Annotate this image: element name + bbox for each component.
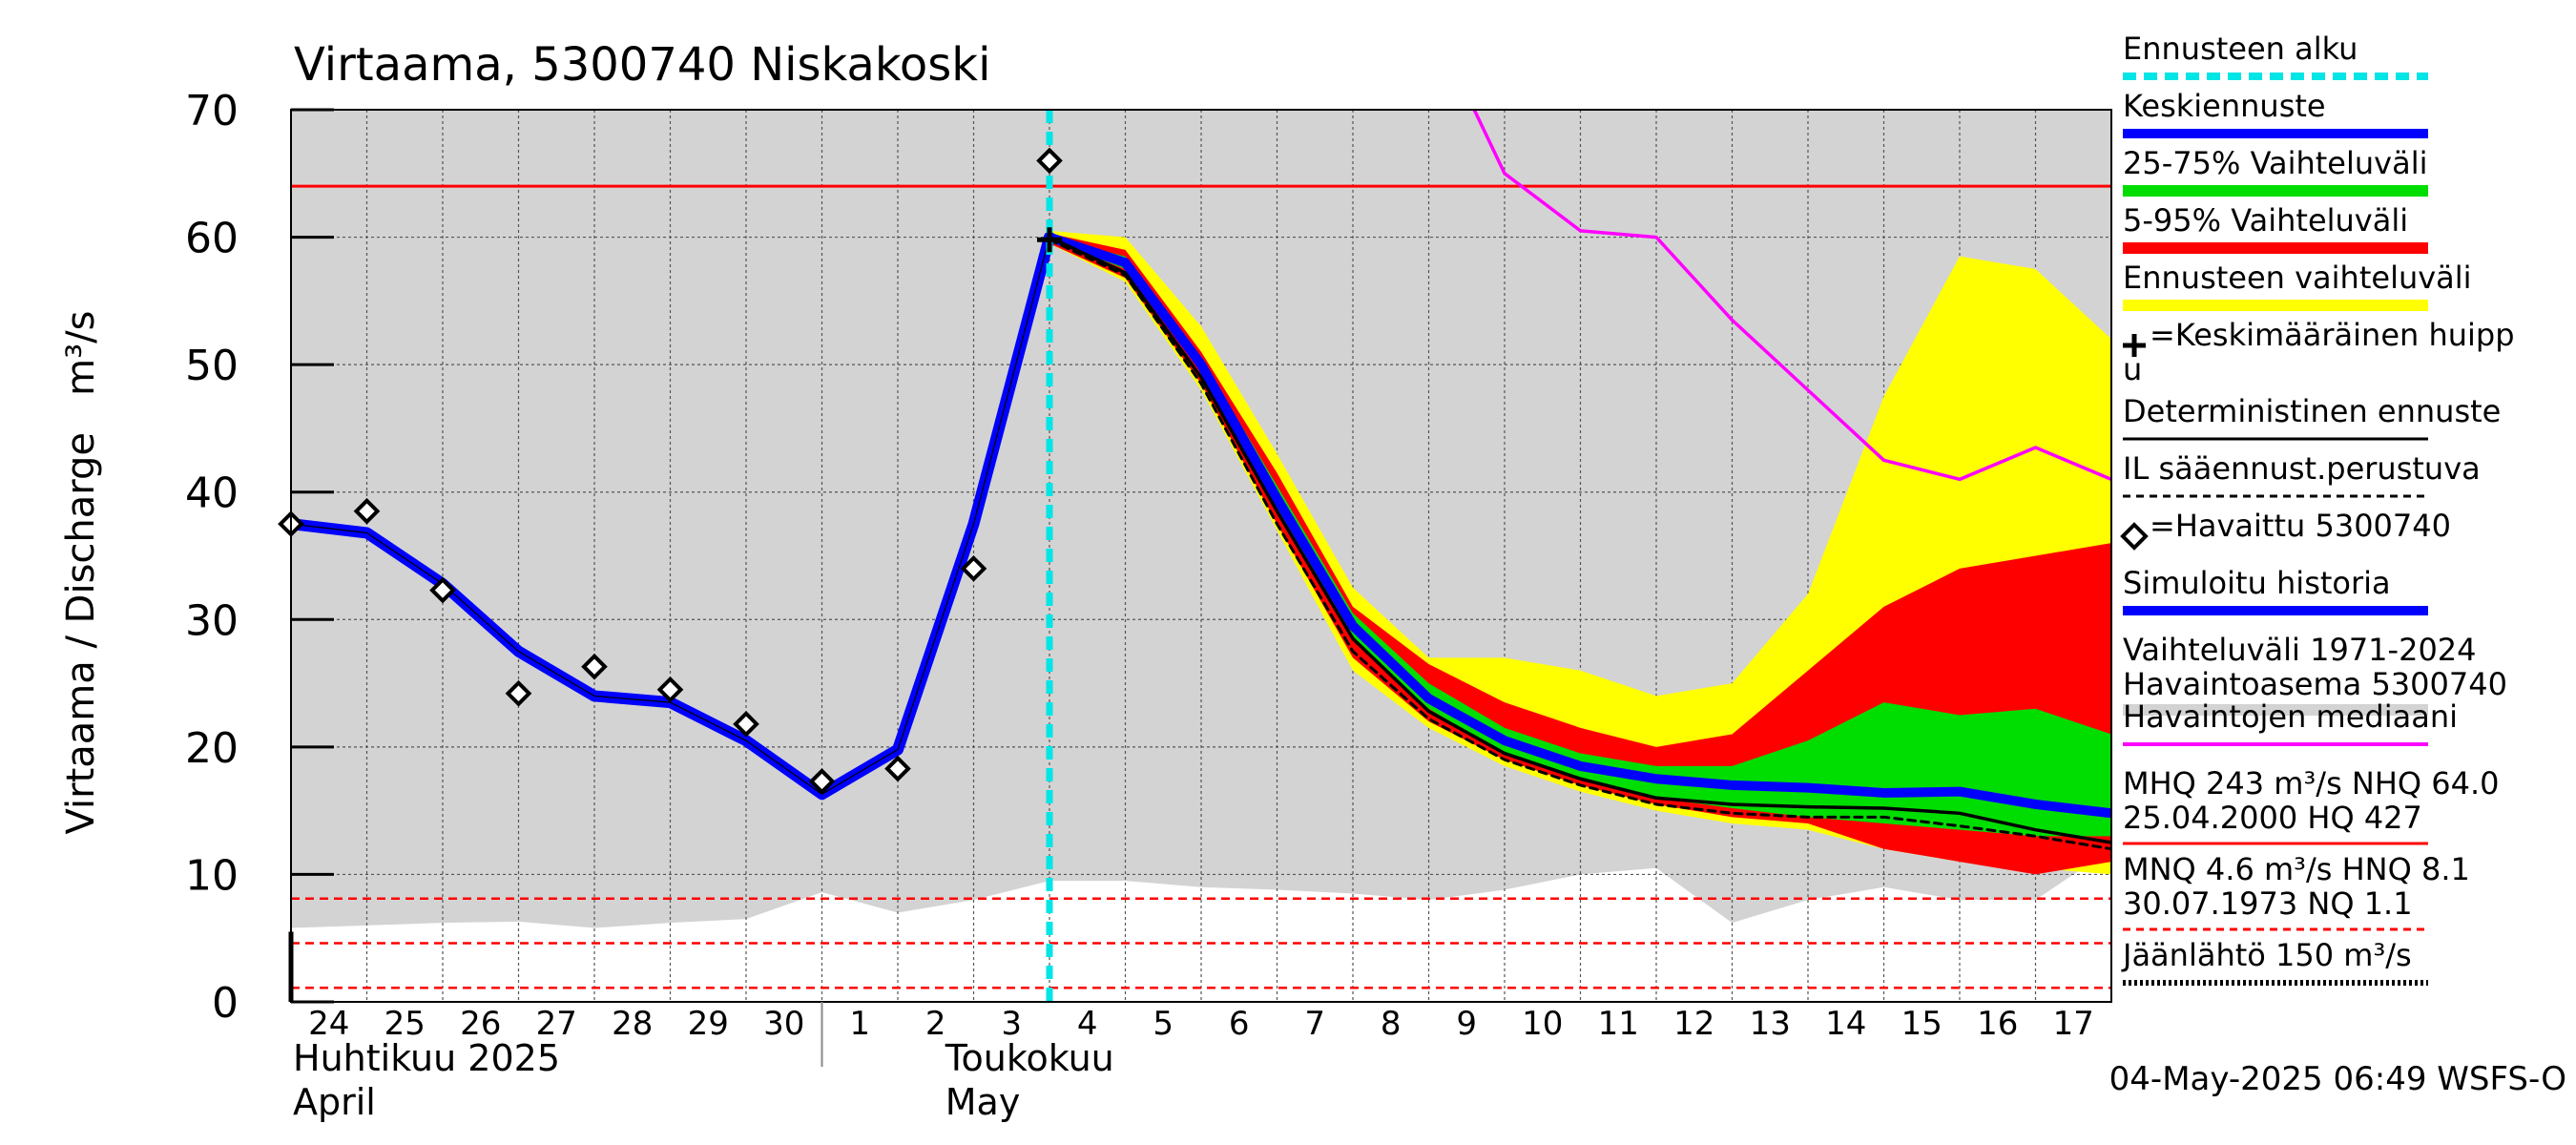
x-day-label: 1	[849, 1005, 870, 1043]
x-day-label: 26	[460, 1005, 501, 1043]
x-day-label: 14	[1825, 1005, 1866, 1043]
y-tick-label: 60	[185, 215, 239, 263]
plot-frame	[290, 109, 2112, 1003]
x-day-label: 8	[1381, 1005, 1402, 1043]
month-label-en: May	[945, 1081, 1021, 1123]
band-5-95	[1049, 233, 2111, 875]
y-tick-label: 30	[185, 596, 239, 645]
x-day-label: 17	[2053, 1005, 2094, 1043]
y-tick-label: 70	[185, 87, 239, 135]
x-day-label: 16	[1977, 1005, 2018, 1043]
legend-label-line2: 25.04.2000 HQ 427	[2123, 800, 2422, 836]
chart-title: Virtaama, 5300740 Niskakoski	[294, 38, 990, 92]
observed-point	[353, 497, 381, 525]
x-day-label: 12	[1673, 1005, 1714, 1043]
legend-label: MHQ 243 m³/s NHQ 64.0	[2123, 765, 2500, 802]
x-day-label: 13	[1750, 1005, 1791, 1043]
x-day-label: 7	[1304, 1005, 1325, 1043]
legend-label-line2: 30.07.1973 NQ 1.1	[2123, 885, 2413, 922]
legend-label: 5-95% Vaihteluväli	[2123, 202, 2408, 239]
observed-point	[656, 676, 684, 703]
legend-label: Havaintojen mediaani	[2123, 698, 2458, 735]
x-day-label: 27	[536, 1005, 577, 1043]
x-day-label: 4	[1077, 1005, 1098, 1043]
x-day-label: 3	[1001, 1005, 1022, 1043]
observed-point	[960, 555, 987, 582]
month-label-fi: Huhtikuu 2025	[293, 1037, 560, 1079]
y-tick-label: 50	[185, 342, 239, 390]
y-axis-label: Virtaama / Discharge m³/s	[59, 311, 103, 835]
x-day-label: 2	[925, 1005, 946, 1043]
footer-timestamp: 04-May-2025 06:49 WSFS-O	[2109, 1060, 2566, 1098]
observed-point	[581, 653, 608, 680]
x-day-label: 30	[763, 1005, 804, 1043]
y-tick-label: 10	[185, 851, 239, 900]
y-tick-label: 40	[185, 469, 239, 518]
x-day-label: 28	[612, 1005, 653, 1043]
legend-marker-diamond	[2120, 522, 2149, 551]
x-day-label: 11	[1598, 1005, 1639, 1043]
series-mean-forecast	[1045, 232, 2111, 819]
legend-label-line2: u	[2123, 351, 2142, 387]
legend-label: Ennusteen alku	[2123, 31, 2358, 67]
y-tick-label: 0	[212, 979, 239, 1028]
series-il-forecast	[1048, 238, 2111, 851]
observed-point	[733, 710, 759, 738]
plot-area	[278, 110, 2111, 1002]
observed-point	[808, 768, 836, 795]
legend-label: 25-75% Vaihteluväli	[2123, 145, 2427, 181]
plot-content	[291, 110, 2111, 1002]
month-label-en: April	[293, 1081, 376, 1123]
legend-label: Deterministinen ennuste	[2123, 393, 2501, 429]
observed-point	[1036, 147, 1063, 175]
month-label-fi: Toukokuu	[945, 1037, 1114, 1079]
legend-label: MNQ 4.6 m³/s HNQ 8.1	[2123, 851, 2470, 887]
legend-marker-plus	[2123, 334, 2146, 357]
y-tick-label: 20	[185, 724, 239, 773]
x-day-label: 6	[1229, 1005, 1250, 1043]
legend-label: =Keskimääräinen huipp	[2150, 317, 2515, 353]
legend-label: Vaihteluväli 1971-2024	[2123, 632, 2477, 668]
observed-point	[429, 576, 456, 604]
legend-label: Keskiennuste	[2123, 88, 2326, 124]
band-25-75	[1049, 237, 2111, 837]
legend-label: IL sääennust.perustuva	[2123, 450, 2481, 487]
x-day-label: 29	[688, 1005, 729, 1043]
legend-label: =Havaittu 5300740	[2150, 508, 2451, 544]
series-observed-median	[1472, 110, 2111, 482]
observed-point	[505, 679, 532, 707]
series-deterministic	[1048, 235, 2111, 844]
legend-label: Jäänlähtö 150 m³/s	[2121, 937, 2412, 973]
legend-label-line2: Havaintoasema 5300740	[2123, 666, 2507, 702]
x-day-label: 15	[1901, 1005, 1942, 1043]
legend-label: Simuloitu historia	[2123, 565, 2391, 601]
legend: Ennusteen alku Keskiennuste 25-75% Vaihtel…	[2120, 31, 2515, 986]
x-day-label: 9	[1456, 1005, 1477, 1043]
legend-label: Ennusteen vaihteluväli	[2123, 260, 2472, 296]
observed-point	[884, 755, 911, 782]
x-day-label: 10	[1522, 1005, 1563, 1043]
mean-peak-marker	[1037, 227, 1062, 253]
x-day-label: 25	[384, 1005, 426, 1043]
x-day-label: 24	[308, 1005, 349, 1043]
x-day-label: 5	[1153, 1005, 1174, 1043]
